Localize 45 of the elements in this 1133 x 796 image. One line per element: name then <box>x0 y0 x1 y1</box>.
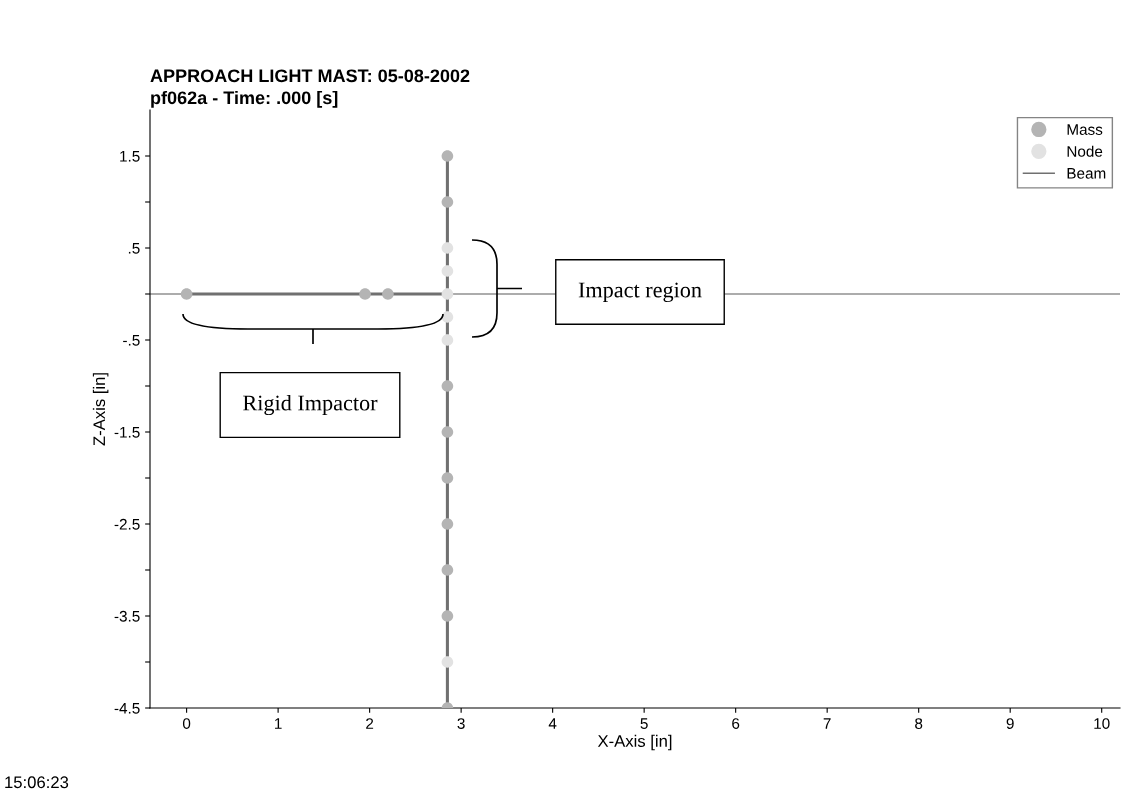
annotation: Rigid Impactor <box>243 394 378 416</box>
text: 15:06:23 <box>5 776 69 789</box>
point <box>441 610 454 622</box>
point <box>441 311 454 323</box>
point <box>441 334 454 346</box>
point <box>441 518 454 530</box>
y-tick-label: -.5 <box>123 335 140 346</box>
y-tick-label: -1.5 <box>114 427 140 438</box>
point <box>441 150 454 162</box>
x-tick-label: 7 <box>823 718 831 729</box>
legend-label: Node <box>1067 145 1103 157</box>
x-tick-label: 9 <box>1006 718 1014 729</box>
point <box>441 426 454 438</box>
point <box>441 288 454 300</box>
x-tick-label: 6 <box>732 718 740 729</box>
y-tick-label: .5 <box>128 243 140 254</box>
point <box>180 288 193 300</box>
y-tick-label: 1.5 <box>120 151 140 162</box>
point <box>359 288 371 300</box>
point <box>441 380 454 392</box>
y-tick-label: -4.5 <box>114 703 140 714</box>
point <box>382 288 394 300</box>
point <box>441 656 454 668</box>
x-tick-label: 2 <box>366 718 374 729</box>
point <box>441 265 454 277</box>
x-tick-label: 8 <box>915 718 923 729</box>
chart-subtitle: pf062a - Time: .000 [s] <box>151 90 338 108</box>
x-tick-label: 0 <box>182 718 191 729</box>
y-axis-title: Z-Axis [in] <box>92 373 109 446</box>
x-tick-label: 10 <box>1094 718 1110 729</box>
x-tick-label: 5 <box>640 718 648 729</box>
x-tick-label: 3 <box>457 718 465 729</box>
x-axis-title: X-Axis [in] <box>597 734 672 751</box>
x-tick-label: 4 <box>548 718 557 729</box>
annotation: Impact region <box>578 282 702 303</box>
point <box>441 242 454 254</box>
point <box>441 472 454 484</box>
point <box>441 564 454 576</box>
y-tick-label: -3.5 <box>114 610 140 622</box>
point <box>441 196 454 208</box>
x-tick-label: 1 <box>275 718 282 729</box>
y-tick-label: -2.5 <box>114 518 140 530</box>
legend-label: Mass <box>1067 124 1103 135</box>
chart-title: APPROACH LIGHT MAST: 05-08-2002 <box>150 69 470 83</box>
legend-label: Beam <box>1067 168 1106 179</box>
